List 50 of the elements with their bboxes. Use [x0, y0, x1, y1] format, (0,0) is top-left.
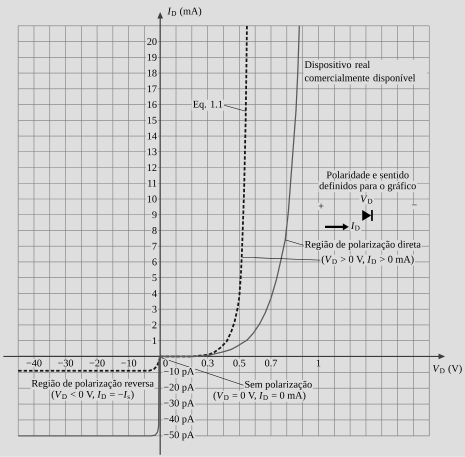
annotation: (V$_{D}$ = 0 V, I$_{D}$ = 0 mA) [214, 392, 306, 401]
y-tick-label: 4 [152, 290, 157, 297]
annotation: (V$_{D}$ > 0 V, I$_{D}$ > 0 mA) [322, 256, 414, 265]
y-tick-label: 17 [148, 86, 157, 92]
x-tick-label: 0.3 [202, 360, 214, 367]
y-tick-label: −50 pA [164, 432, 194, 440]
annotation: − [412, 204, 417, 206]
y-tick-label: 2 [152, 322, 156, 328]
annotation: definidos para o gráfico [320, 182, 416, 192]
y-tick-label: 1 [152, 337, 156, 344]
y-tick-label: −40 pA [164, 416, 194, 425]
y-tick-label: 12 [148, 164, 156, 172]
y-tick-label: 3 [152, 306, 157, 313]
x-tick-label: 0.7 [265, 360, 278, 367]
annotation: Sem polarização [245, 380, 312, 390]
x-tick-label: −40 [26, 360, 42, 367]
y-tick-label: −10 pA [164, 368, 194, 377]
y-tick-label: −20 pA [164, 384, 194, 393]
x-tick-label: −10 [121, 360, 136, 367]
x-tick-label: −30 [58, 360, 74, 367]
y-tick-label: 20 [147, 38, 157, 46]
x-axis-title: V$_{D}$ (V) [433, 364, 462, 374]
y-tick-label: 11 [148, 180, 156, 187]
annotation: Região de polarização reversa [32, 380, 154, 390]
series-label: Dispositivo real comercialmente disponível [304, 61, 416, 84]
y-tick-label: 7 [152, 243, 157, 250]
annotation: V$_{D}$ [360, 196, 372, 204]
annotation: Região de polarização direta [304, 240, 421, 250]
x-tick-label: 0.5 [233, 360, 246, 367]
y-tick-label: 10 [148, 196, 157, 203]
y-tick-label: 6 [152, 258, 157, 266]
x-tick-label: −20 [90, 360, 105, 367]
y-tick-label: 9 [152, 211, 157, 218]
x-tick-label: 1 [316, 360, 320, 366]
y-tick-label: 16 [148, 101, 157, 108]
y-tick-label: 14 [148, 132, 157, 140]
y-tick-label: 15 [148, 117, 157, 124]
y-tick-label: 8 [152, 227, 157, 234]
y-tick-label: −30 pA [164, 400, 194, 409]
y-tick-label: 18 [148, 70, 157, 77]
y-tick-label: 19 [148, 54, 157, 61]
text: Eq. 1.1 [193, 100, 222, 110]
annotation: I$_{D}$ [350, 222, 360, 231]
y-axis-title: I$_{D}$ (mA) [167, 7, 202, 17]
annotation: Polaridade e sentido [326, 171, 409, 178]
y-tick-label: 5 [152, 274, 157, 282]
text: (V$_{D}$ < 0 V, I$_{D}$ = −I$_{s}$) [52, 390, 134, 400]
annotation: + [318, 204, 324, 208]
x-tick-label: 0 [163, 360, 168, 367]
y-tick-label: 13 [148, 148, 157, 156]
